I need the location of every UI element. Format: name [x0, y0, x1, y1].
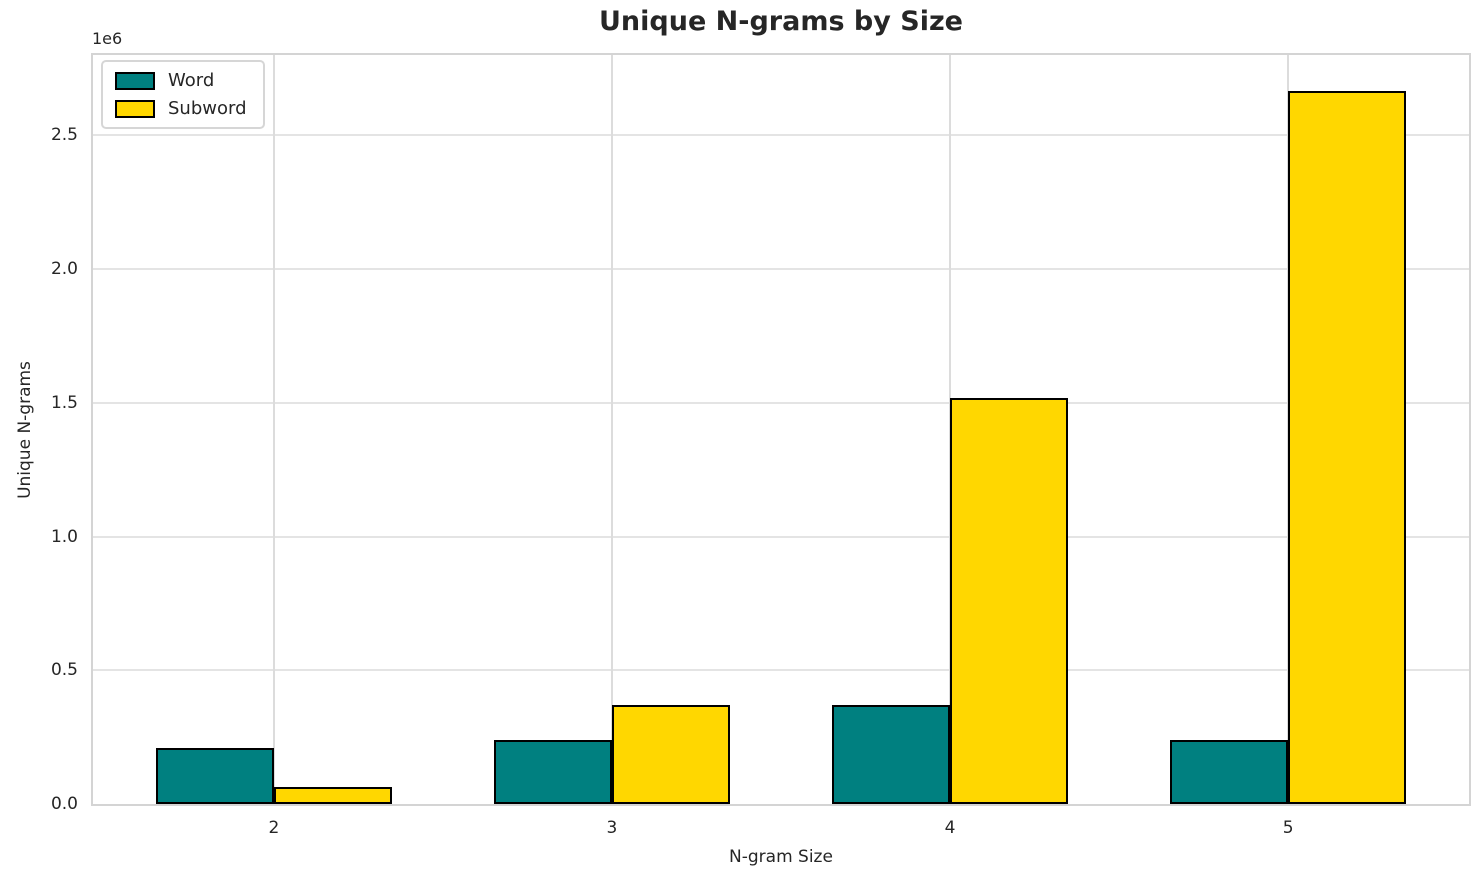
y-tick-label-1.0: 1.0 — [50, 526, 78, 547]
y-tick-label-2.5: 2.5 — [50, 125, 78, 146]
legend-swatch-subword — [115, 99, 155, 118]
h-gridline-0.5 — [93, 669, 1469, 672]
x-tick-label-5: 5 — [1282, 818, 1294, 838]
bar-word-5 — [1169, 740, 1289, 804]
x-tick-label-3: 3 — [606, 818, 618, 838]
bar-word-2 — [155, 747, 274, 804]
v-gridline-2 — [272, 55, 275, 804]
chart-title: Unique N-grams by Size — [599, 6, 963, 37]
legend-item-subword: Subword — [115, 98, 247, 119]
x-tick-label-4: 4 — [944, 818, 956, 838]
legend-swatch-word — [115, 71, 155, 90]
x-tick-label-2: 2 — [268, 818, 280, 838]
bar-subword-5 — [1288, 90, 1407, 804]
plot-area — [91, 53, 1471, 806]
h-gridline-2.0 — [93, 268, 1469, 270]
x-axis-label: N-gram Size — [729, 847, 833, 867]
y-axis-label: Unique N-grams — [15, 361, 35, 499]
y-tick-label-1.5: 1.5 — [50, 392, 78, 413]
bar-word-4 — [831, 704, 951, 804]
legend: Word Subword — [101, 60, 265, 129]
bar-subword-4 — [950, 398, 1069, 804]
h-gridline-1.5 — [93, 401, 1469, 404]
legend-item-word: Word — [115, 70, 247, 91]
bar-subword-3 — [611, 704, 731, 804]
legend-label-subword: Subword — [168, 98, 247, 119]
y-tick-label-0.5: 0.5 — [50, 660, 78, 681]
bar-word-3 — [493, 739, 612, 804]
y-tick-label-2.0: 2.0 — [50, 259, 78, 279]
y-axis-offset-text: 1e6 — [92, 29, 123, 48]
y-tick-label-0.0: 0.0 — [50, 794, 78, 814]
h-gridline-2.5 — [93, 134, 1469, 137]
h-gridline-1.0 — [93, 535, 1469, 538]
v-gridline-3 — [610, 55, 613, 804]
bar-subword-2 — [273, 787, 393, 804]
legend-label-word: Word — [168, 70, 215, 91]
